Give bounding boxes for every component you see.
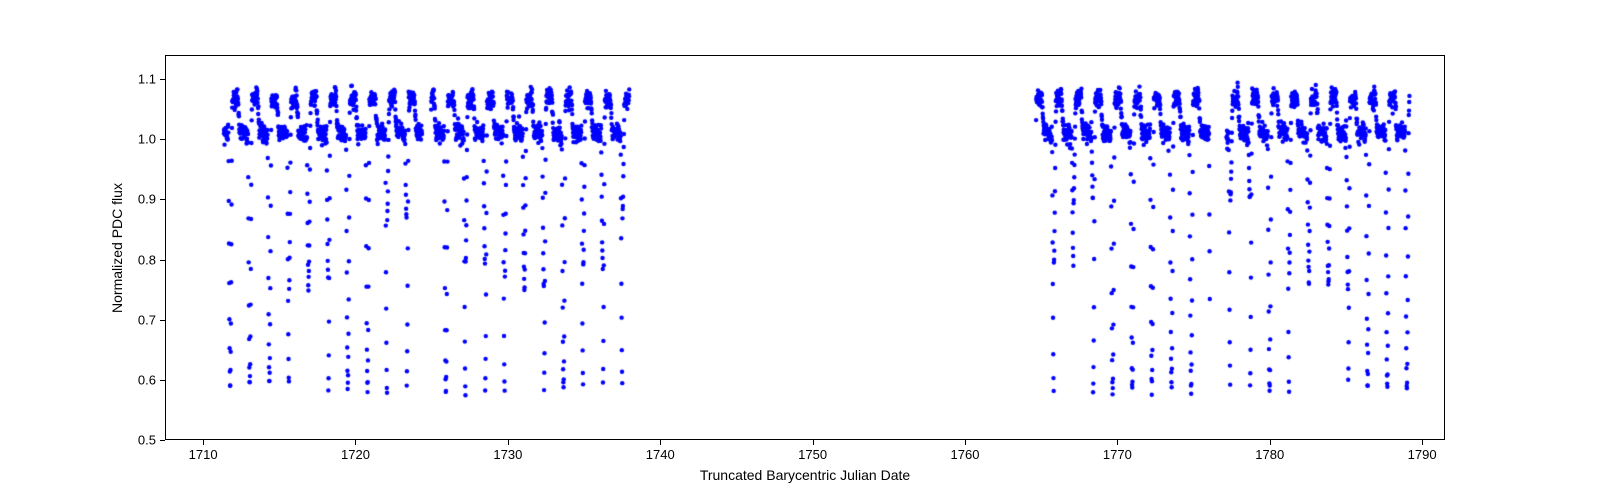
tick-label: 1780 xyxy=(1255,447,1284,462)
tick-mark xyxy=(160,440,165,441)
tick-label: 1710 xyxy=(189,447,218,462)
tick-label: 1770 xyxy=(1103,447,1132,462)
tick-label: 1740 xyxy=(646,447,675,462)
tick-mark xyxy=(160,139,165,140)
y-axis-label: Normalized PDC flux xyxy=(109,183,125,313)
tick-mark xyxy=(965,440,966,445)
tick-label: 0.8 xyxy=(138,252,156,267)
tick-label: 1790 xyxy=(1408,447,1437,462)
x-axis-label: Truncated Barycentric Julian Date xyxy=(700,467,910,483)
tick-mark xyxy=(508,440,509,445)
tick-mark xyxy=(1422,440,1423,445)
tick-mark xyxy=(813,440,814,445)
plot-axes xyxy=(165,55,1445,440)
tick-label: 0.7 xyxy=(138,312,156,327)
tick-mark xyxy=(160,260,165,261)
scatter-canvas xyxy=(166,56,1446,441)
tick-label: 1.1 xyxy=(138,72,156,87)
tick-label: 1720 xyxy=(341,447,370,462)
tick-label: 1760 xyxy=(951,447,980,462)
tick-mark xyxy=(160,79,165,80)
tick-mark xyxy=(203,440,204,445)
tick-mark xyxy=(160,320,165,321)
tick-label: 1.0 xyxy=(138,132,156,147)
tick-mark xyxy=(355,440,356,445)
tick-mark xyxy=(160,380,165,381)
tick-mark xyxy=(160,199,165,200)
tick-mark xyxy=(660,440,661,445)
tick-mark xyxy=(1117,440,1118,445)
tick-mark xyxy=(1270,440,1271,445)
tick-label: 1730 xyxy=(493,447,522,462)
tick-label: 1750 xyxy=(798,447,827,462)
tick-label: 0.5 xyxy=(138,433,156,448)
tick-label: 0.6 xyxy=(138,372,156,387)
tick-label: 0.9 xyxy=(138,192,156,207)
figure-container: 1710 1720 1730 1740 1750 1760 1770 1780 1790 0.5 0… xyxy=(0,0,1600,500)
